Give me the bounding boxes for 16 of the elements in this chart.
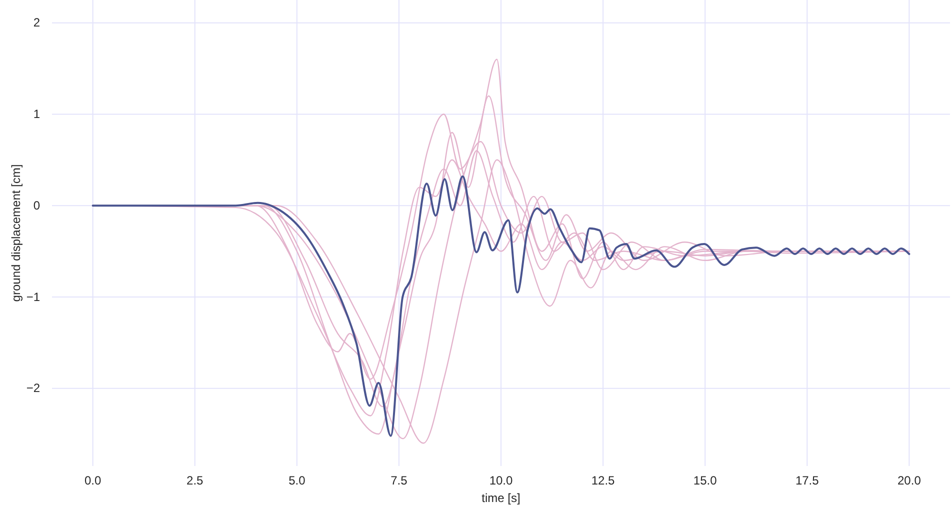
y-axis-title: ground displacement [cm] [9,164,23,302]
x-tick-label: 20.0 [898,474,922,488]
x-tick-label: 5.0 [288,474,306,488]
x-tick-label: 7.5 [390,474,408,488]
x-tick-label: 10.0 [489,474,513,488]
y-tick-label: 1 [33,107,40,122]
x-tick-label: 0.0 [84,474,102,488]
y-tick-label: −2 [26,381,40,396]
y-tick-label: −1 [26,290,40,304]
x-axis-title: time [s] [482,491,520,505]
x-tick-label: 12.5 [591,474,616,488]
x-tick-label: 2.5 [186,474,204,488]
x-tick-label: 17.5 [795,474,820,488]
y-tick-label: 2 [33,16,40,30]
x-tick-label: 15.0 [693,474,718,488]
y-tick-label: 0 [33,198,40,212]
